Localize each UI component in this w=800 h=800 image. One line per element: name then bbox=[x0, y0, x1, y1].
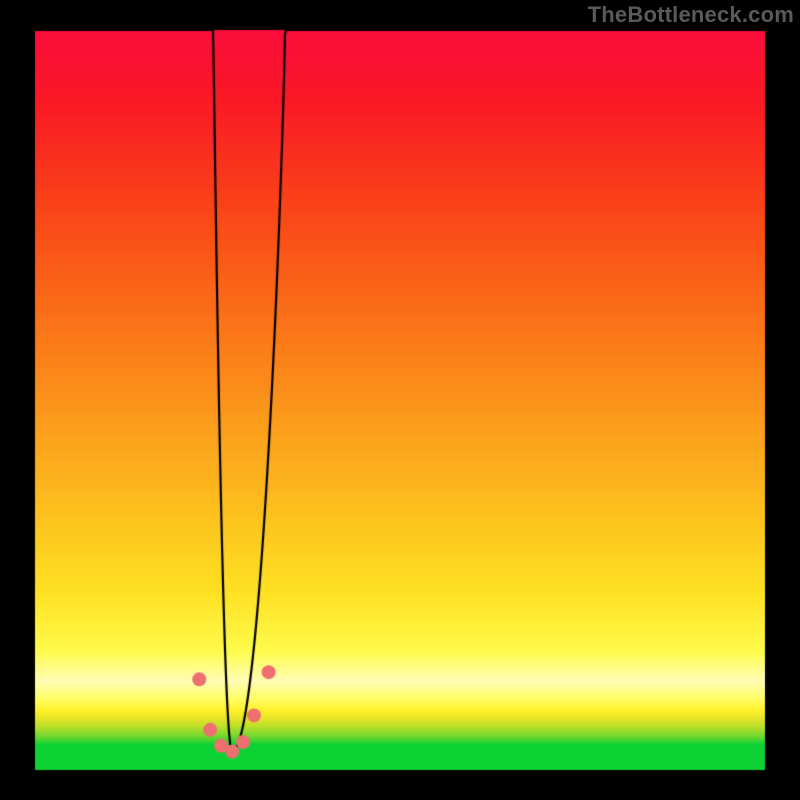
watermark-text: TheBottleneck.com bbox=[588, 2, 794, 28]
bottleneck-curve-chart bbox=[0, 0, 800, 800]
chart-stage: TheBottleneck.com bbox=[0, 0, 800, 800]
